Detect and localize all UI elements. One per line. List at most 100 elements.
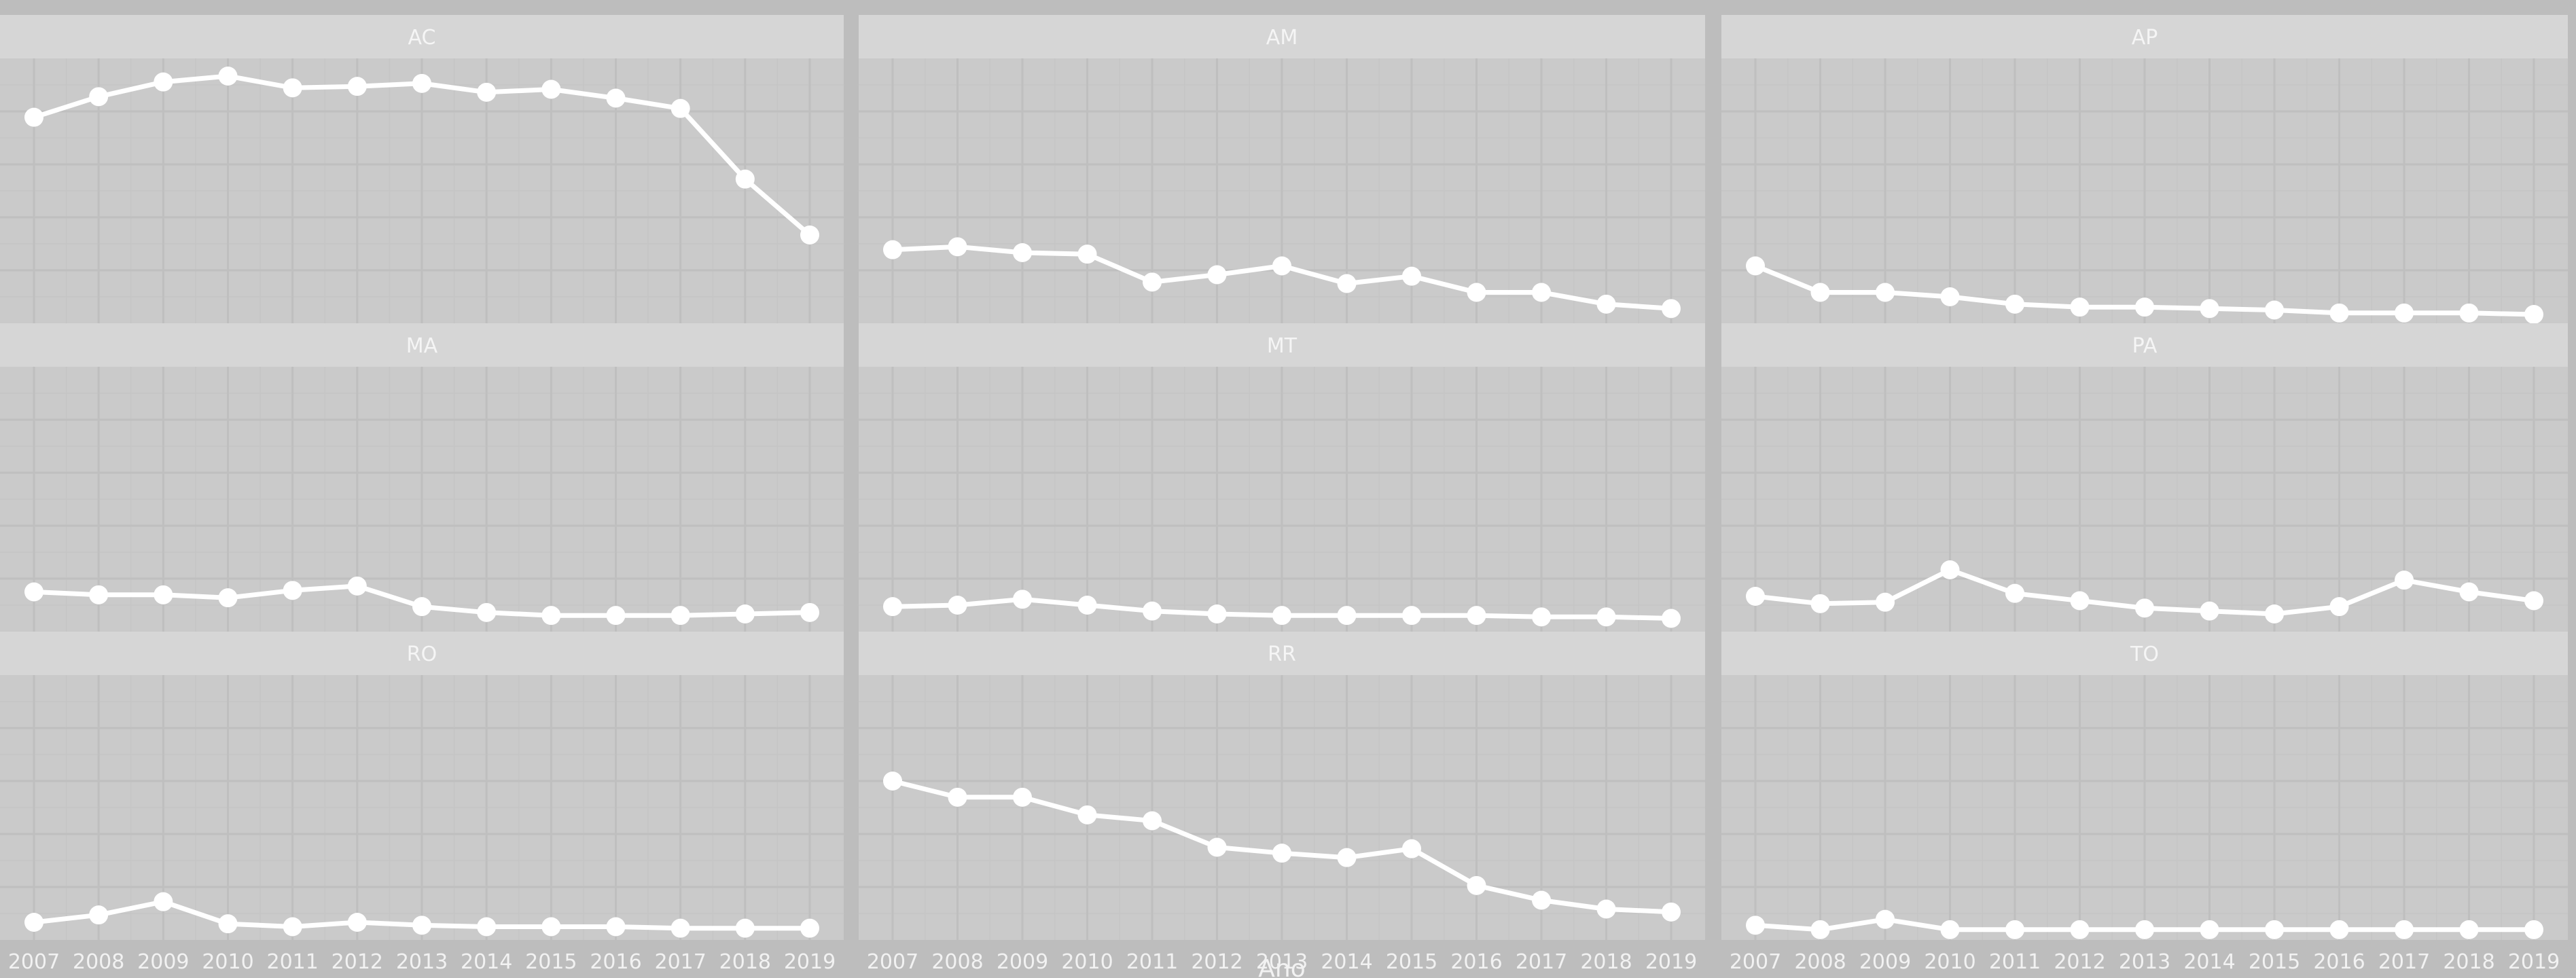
x-tick-label: 2015 (525, 950, 577, 974)
x-tick-label: 2013 (1256, 950, 1308, 974)
data-point-mt-2011 (1143, 601, 1162, 621)
data-point-to-2018 (2459, 920, 2479, 939)
data-point-am-2011 (1143, 272, 1162, 292)
data-point-ma-2007 (24, 582, 43, 602)
data-point-pa-2017 (2395, 570, 2414, 590)
x-tick-label: 2012 (2054, 950, 2105, 974)
x-tick-label: 2012 (332, 950, 383, 974)
data-point-ma-2013 (412, 597, 431, 617)
data-point-pa-2014 (2200, 601, 2219, 621)
data-point-ap-2014 (2200, 299, 2219, 319)
x-tick-label: 2010 (1924, 950, 1975, 974)
data-point-ap-2013 (2135, 297, 2154, 317)
data-point-pa-2011 (2005, 583, 2024, 603)
facet-panel-ac: AC (0, 15, 844, 323)
data-point-pa-2018 (2459, 582, 2479, 602)
data-point-am-2013 (1272, 256, 1291, 276)
data-point-mt-2014 (1337, 606, 1357, 626)
x-tick-label: 2019 (784, 950, 836, 974)
facet-panel-ro: RO 2007 2008 2009 2010 2011 2012 2013 2014 2015 20… (0, 632, 844, 974)
x-tick-label: 2008 (73, 950, 124, 974)
data-point-ma-2009 (154, 585, 173, 604)
data-point-am-2014 (1337, 274, 1357, 293)
data-point-ac-2013 (412, 73, 431, 93)
facet-strip (859, 632, 1705, 675)
x-tick-label: 2008 (931, 950, 983, 974)
x-tick-label: 2016 (2313, 950, 2365, 974)
data-point-to-2014 (2200, 920, 2219, 939)
x-tick-label: 2015 (1386, 950, 1437, 974)
data-point-to-2009 (1876, 909, 1895, 929)
data-point-ma-2019 (800, 602, 819, 622)
data-point-ma-2014 (477, 602, 497, 622)
data-point-mt-2007 (883, 597, 902, 617)
data-point-rr-2018 (1596, 899, 1616, 919)
x-tick-label: 2007 (8, 950, 60, 974)
data-point-ap-2011 (2005, 294, 2024, 314)
x-tick-label: 2008 (1794, 950, 1846, 974)
data-point-ma-2015 (541, 606, 561, 626)
x-tick-label: 2017 (1516, 950, 1567, 974)
data-point-ac-2016 (606, 88, 626, 108)
data-point-ac-2010 (218, 67, 238, 86)
x-tick-label: 2011 (1126, 950, 1178, 974)
data-point-mt-2009 (1013, 590, 1032, 609)
facet-strip-label: AP (2132, 26, 2158, 50)
facet-panel-ap: AP (1721, 15, 2568, 324)
data-point-ma-2011 (283, 581, 302, 600)
data-point-pa-2012 (2070, 591, 2090, 611)
data-point-ap-2017 (2395, 303, 2414, 323)
data-point-ma-2010 (218, 588, 238, 608)
data-point-rr-2015 (1402, 839, 1421, 858)
data-point-am-2019 (1662, 299, 1681, 319)
data-point-am-2010 (1077, 244, 1097, 264)
data-point-ma-2017 (670, 606, 690, 626)
data-point-mt-2019 (1662, 609, 1681, 628)
facet-strip-label: AC (408, 26, 436, 50)
data-point-ro-2017 (670, 918, 690, 938)
facet-strip (859, 15, 1705, 58)
data-point-pa-2016 (2329, 597, 2349, 617)
data-point-to-2015 (2265, 920, 2284, 939)
facet-strip (0, 323, 844, 367)
data-point-ma-2008 (89, 585, 109, 604)
facet-strip (1721, 323, 2568, 367)
data-point-rr-2009 (1013, 787, 1032, 807)
x-tick-label: 2018 (719, 950, 771, 974)
data-point-ac-2014 (477, 82, 497, 102)
data-point-rr-2010 (1077, 805, 1097, 825)
data-point-ap-2015 (2265, 300, 2284, 320)
data-point-am-2007 (883, 240, 902, 259)
data-point-ap-2016 (2329, 303, 2349, 323)
data-point-ap-2009 (1876, 283, 1895, 302)
x-tick-label: 2010 (202, 950, 253, 974)
data-point-rr-2012 (1207, 837, 1227, 857)
facet-panel-mt: MT (859, 323, 1705, 632)
x-tick-label: 2017 (654, 950, 706, 974)
data-point-ac-2019 (800, 225, 819, 244)
x-tick-label: 2018 (1580, 950, 1632, 974)
data-point-am-2017 (1532, 283, 1551, 302)
data-point-ac-2012 (347, 77, 367, 96)
data-point-mt-2010 (1077, 596, 1097, 615)
x-tick-label: 2015 (2249, 950, 2300, 974)
facet-panel-rr: RR 2007 2008 2009 2010 2011 2012 2013 2014 2015 20… (859, 632, 1705, 974)
facet-strip (859, 323, 1705, 367)
data-point-mt-2017 (1532, 607, 1551, 627)
x-tick-label: 2009 (1859, 950, 1911, 974)
facet-strip-label: TO (2130, 642, 2159, 666)
data-point-rr-2014 (1337, 848, 1357, 867)
data-point-ro-2008 (89, 905, 109, 925)
data-point-pa-2015 (2265, 604, 2284, 623)
x-tick-label: 2011 (266, 950, 318, 974)
data-point-pa-2007 (1746, 587, 1765, 606)
data-point-ro-2013 (412, 916, 431, 935)
data-point-am-2012 (1207, 265, 1227, 285)
data-point-pa-2013 (2135, 598, 2154, 618)
data-point-ac-2015 (541, 79, 561, 99)
data-point-rr-2007 (883, 772, 902, 791)
data-point-ap-2019 (2524, 305, 2543, 324)
data-point-ro-2014 (477, 917, 497, 937)
